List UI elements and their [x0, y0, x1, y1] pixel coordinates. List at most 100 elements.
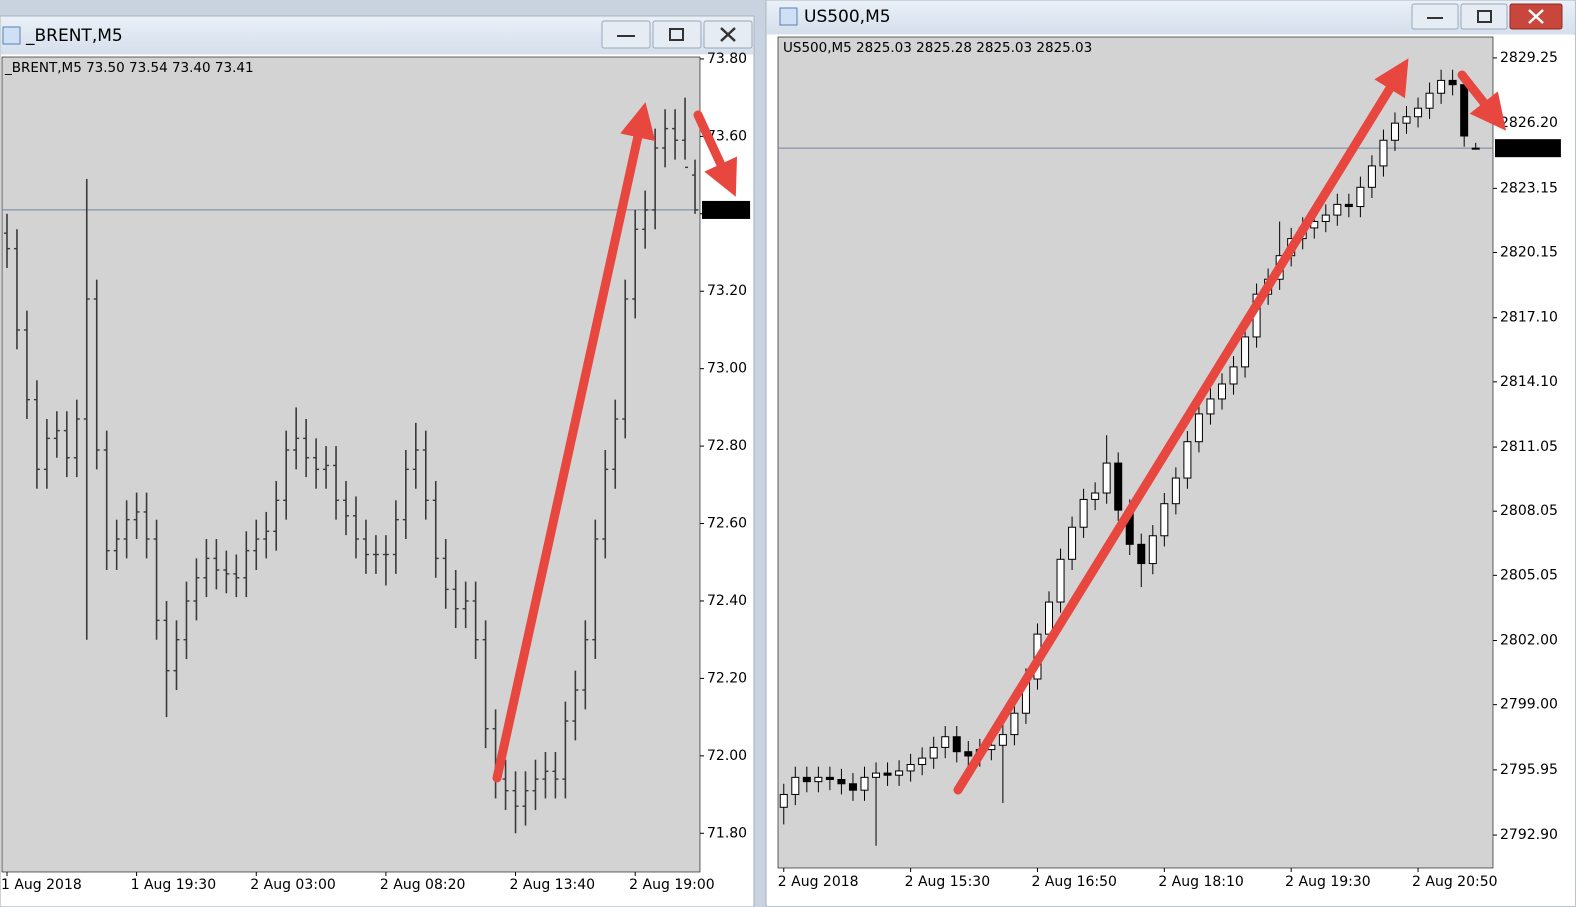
- candle-body: [1160, 503, 1169, 537]
- x-tick-label: 2 Aug 16:50: [1031, 874, 1117, 890]
- candle-body: [883, 772, 892, 776]
- x-tick-label: 2 Aug 19:30: [1285, 874, 1371, 890]
- x-tick-label: 2 Aug 08:20: [380, 877, 466, 893]
- candle-body: [1437, 79, 1446, 94]
- y-tick-label: 73.20: [707, 283, 747, 299]
- maximize-button[interactable]: [652, 20, 702, 49]
- y-tick-label: 72.00: [707, 748, 747, 764]
- window-us500: US500,M5 US500,M5 2825.03 2825.28 2825.0…: [765, 0, 1576, 907]
- window-icon: [2, 26, 21, 45]
- candle-body: [941, 736, 950, 748]
- last-price-box: [702, 200, 751, 219]
- window-title: US500,M5: [804, 7, 891, 27]
- y-tick-label: 72.80: [707, 438, 747, 454]
- y-tick-label: 2802.00: [1500, 633, 1558, 649]
- y-tick-label: 73.80: [707, 51, 747, 67]
- x-tick-label: 2 Aug 2018: [778, 874, 859, 890]
- y-tick-label: 72.40: [707, 593, 747, 609]
- candle-body: [779, 793, 788, 808]
- candle-body: [1229, 366, 1238, 385]
- x-tick-label: 1 Aug 19:30: [131, 877, 217, 893]
- candle-body: [1206, 398, 1215, 415]
- candle-body: [952, 736, 961, 753]
- candle-body: [1333, 203, 1342, 216]
- candle-body: [998, 734, 1007, 746]
- candle-body: [1217, 383, 1226, 400]
- y-tick-label: 2795.95: [1500, 762, 1558, 778]
- y-tick-label: 2805.05: [1500, 567, 1558, 583]
- candle-body: [1102, 462, 1111, 494]
- ohlc-info: _BRENT,M5 73.50 73.54 73.40 73.41: [4, 60, 254, 76]
- ohlc-info: US500,M5 2825.03 2825.28 2825.03 2825.03: [783, 40, 1092, 56]
- candle-body: [918, 757, 927, 766]
- candle-body: [1010, 712, 1019, 736]
- close-button[interactable]: [703, 20, 753, 49]
- x-tick-label: 2 Aug 03:00: [250, 877, 336, 893]
- candle-body: [895, 770, 904, 776]
- y-tick-label: 2814.10: [1500, 374, 1558, 390]
- y-tick-label: 2829.25: [1500, 50, 1558, 66]
- y-tick-label: 72.60: [707, 516, 747, 532]
- arrow-up: [492, 102, 656, 783]
- close-button[interactable]: [1509, 3, 1563, 30]
- candle-body: [1114, 462, 1123, 511]
- candle-body: [1079, 498, 1088, 528]
- candle-body: [825, 776, 834, 780]
- candle-body: [1379, 139, 1388, 167]
- window-icon: [779, 7, 798, 26]
- y-tick-label: 73.60: [707, 128, 747, 144]
- y-tick-label: 2808.05: [1500, 503, 1558, 519]
- candle-body: [1471, 147, 1480, 150]
- candle-body: [1241, 336, 1250, 368]
- y-tick-label: 2817.10: [1500, 310, 1558, 326]
- candle-body: [872, 772, 881, 778]
- candle-body: [791, 776, 800, 795]
- candle-body: [1344, 203, 1353, 208]
- annotation-arrows: [492, 58, 1507, 795]
- candle-body: [1321, 214, 1330, 223]
- chart-marks: 73.8073.6073.4073.2073.0072.8072.6072.40…: [1, 50, 1561, 893]
- plot-area: [1, 56, 701, 873]
- y-tick-label: 2792.90: [1500, 827, 1558, 843]
- candle-body: [1148, 535, 1157, 565]
- maximize-button[interactable]: [1460, 3, 1508, 30]
- candle-body: [964, 751, 973, 757]
- candle-body: [1194, 413, 1203, 443]
- candle-body: [1460, 84, 1469, 137]
- candle-body: [1425, 92, 1434, 109]
- candle-body: [1414, 107, 1423, 118]
- candle-body: [1068, 526, 1077, 560]
- candle-body: [837, 778, 846, 785]
- candle-body: [1402, 116, 1411, 124]
- x-tick-label: 2 Aug 15:30: [905, 874, 991, 890]
- candle-body: [1448, 79, 1457, 86]
- candle-body: [1367, 165, 1376, 188]
- candle-body: [1356, 186, 1365, 208]
- x-tick-label: 2 Aug 19:00: [629, 877, 715, 893]
- minimize-button[interactable]: [1411, 3, 1459, 30]
- candle-body: [929, 746, 938, 759]
- last-price-box: [1495, 139, 1561, 158]
- candle-body: [1045, 601, 1054, 635]
- candle-body: [1171, 477, 1180, 505]
- x-tick-label: 2 Aug 20:50: [1412, 874, 1498, 890]
- x-tick-label: 2 Aug 18:10: [1158, 874, 1244, 890]
- window-title: _BRENT,M5: [25, 26, 123, 46]
- last-price-label: 73.41: [706, 202, 746, 218]
- y-tick-label: 2811.05: [1500, 439, 1558, 455]
- candle-body: [1183, 441, 1192, 479]
- y-tick-label: 73.00: [707, 361, 747, 377]
- candle-body: [1091, 492, 1100, 500]
- y-tick-label: 2823.15: [1500, 180, 1558, 196]
- window-brent: _BRENT,M5 _BRENT,M5 73.50 73.54 73.40 73…: [0, 15, 755, 907]
- candle-body: [906, 764, 915, 772]
- candle-body: [814, 776, 823, 783]
- y-tick-label: 2826.20: [1500, 115, 1558, 131]
- arrow-up: [953, 58, 1409, 795]
- y-tick-label: 2820.15: [1500, 244, 1558, 260]
- arrow-down: [693, 110, 738, 197]
- x-tick-label: 1 Aug 2018: [1, 877, 82, 893]
- minimize-button[interactable]: [601, 20, 651, 49]
